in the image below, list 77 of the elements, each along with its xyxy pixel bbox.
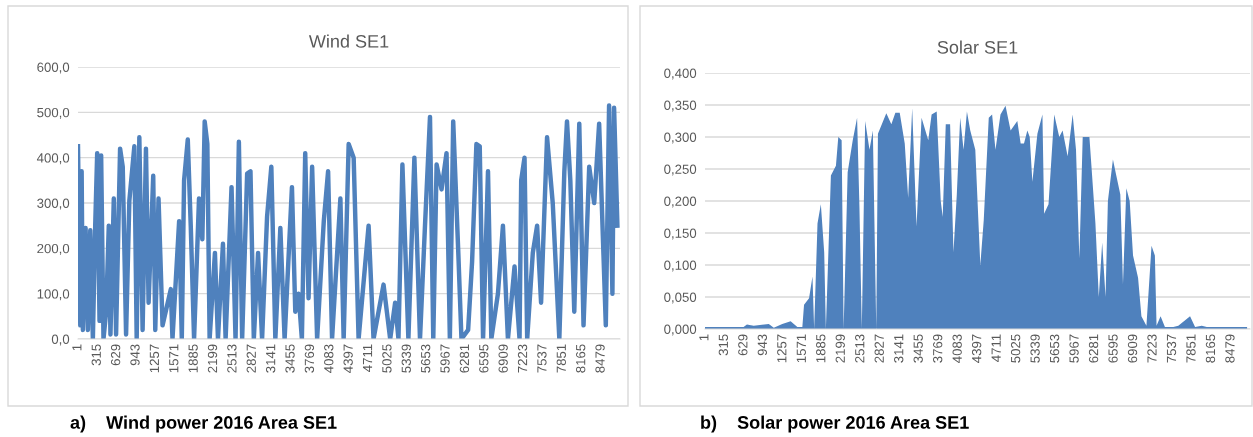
y-tick-label: 0,400 [664,68,697,80]
x-tick-label: 6909 [1127,334,1138,363]
x-tick-label: 1885 [816,334,826,363]
x-tick-label: 8479 [1225,334,1235,363]
x-tick-label: 5025 [1010,334,1021,363]
x-tick-label: 2199 [207,344,218,373]
chart-title: Solar SE1 [937,40,1018,54]
y-tick-label: 400,0 [36,153,70,165]
y-tick-label: 0,0 [51,334,70,346]
x-tick-label: 3141 [894,334,904,363]
x-tick-label: 5967 [440,344,450,373]
text: b) Solar power 2016 Area SE1 [701,415,969,433]
x-tick-label: 2199 [835,334,845,363]
x-tick-label: 4083 [324,344,334,373]
x-tick-label: 6909 [498,344,508,373]
line-series [78,103,620,339]
x-tick-label: 6281 [1088,334,1099,363]
x-tick-label: 8165 [1205,334,1216,363]
x-tick-label: 1257 [149,344,160,373]
x-tick-label: 8165 [576,344,586,373]
y-tick-label: 0,100 [664,260,697,272]
y-tick-label: 0,200 [664,196,697,208]
x-tick-label: 7223 [1147,334,1157,363]
x-tick-label: 8479 [595,344,605,373]
x-tick-label: 943 [757,334,767,356]
x-tick-label: 5653 [1049,334,1060,363]
x-tick-label: 4083 [952,334,962,363]
x-tick-label: 629 [110,344,121,366]
y-tick-label: 100,0 [37,289,70,301]
chart-title: Wind SE1 [308,34,389,48]
y-tick-label: 0,000 [664,324,697,336]
y-tick-label: 200,0 [37,243,70,255]
x-tick-label: 7537 [1166,334,1177,363]
x-tick-label: 4711 [991,334,1001,362]
y-tick-label: 0,350 [664,100,697,112]
x-tick-label: 6595 [1108,334,1118,363]
y-tick-label: 0,250 [664,164,697,176]
x-tick-label: 4711 [362,344,373,372]
x-tick-label: 3455 [913,334,923,363]
x-tick-label: 2827 [246,344,256,373]
x-tick-label: 5339 [1030,334,1040,363]
x-tick-label: 2513 [227,344,237,373]
y-tick-label: 0,150 [664,228,697,240]
x-tick-label: 7537 [537,344,547,373]
x-tick-label: 7851 [1186,334,1196,363]
text: a) Wind power 2016 Area SE1 [70,415,337,433]
y-tick-label: 0,050 [664,292,697,304]
y-tick-label: 600,0 [37,62,70,74]
y-tick-label: 500,0 [37,107,70,119]
x-tick-label: 3769 [304,344,315,373]
x-tick-label: 4397 [971,334,982,363]
x-tick-label: 5653 [420,344,431,373]
x-tick-label: 3769 [933,334,943,363]
x-tick-label: 1885 [188,344,198,373]
x-tick-label: 7851 [556,344,566,373]
x-tick-label: 315 [718,334,729,356]
x-tick-label: 1 [72,344,82,351]
x-tick-label: 315 [91,344,101,366]
x-tick-label: 7223 [517,344,528,373]
x-tick-label: 5967 [1069,334,1079,363]
x-tick-label: 6595 [479,344,489,373]
y-tick-label: 0,300 [664,132,697,144]
x-tick-label: 1 [699,334,709,341]
x-tick-label: 2827 [874,334,884,363]
x-tick-label: 1257 [777,334,787,363]
x-tick-label: 943 [130,344,140,366]
x-tick-label: 5339 [401,344,411,373]
x-tick-label: 6281 [459,344,470,373]
x-tick-label: 3455 [285,344,295,373]
y-tick-label: 300,0 [37,198,70,210]
x-tick-label: 4397 [343,344,353,373]
x-tick-label: 5025 [382,344,392,373]
x-tick-label: 2513 [855,334,865,363]
x-tick-label: 1571 [796,334,806,363]
x-tick-label: 629 [738,334,748,356]
x-tick-label: 3141 [265,344,276,373]
x-tick-label: 1571 [169,344,179,373]
